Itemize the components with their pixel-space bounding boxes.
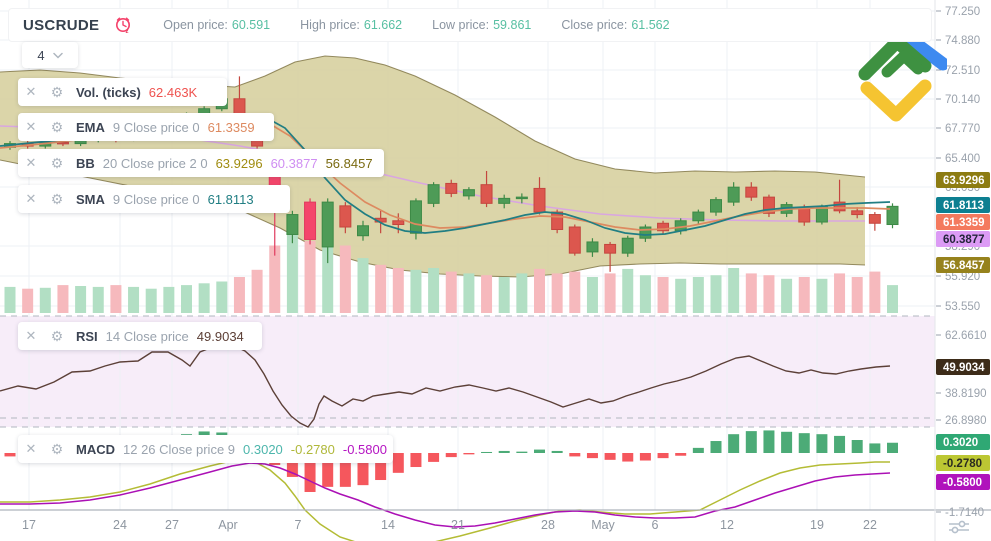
bb-middle-value: 60.3877 (270, 155, 318, 171)
svg-text:70.140: 70.140 (945, 94, 980, 106)
macd-value: 0.3020 (243, 441, 283, 457)
svg-text:77.250: 77.250 (945, 6, 980, 18)
svg-text:22: 22 (863, 518, 877, 532)
close-icon[interactable]: ✕ (25, 328, 37, 343)
gear-icon[interactable]: ⚙ (50, 440, 64, 457)
rsi-panel (0, 315, 935, 428)
instrument-symbol: USCRUDE (23, 16, 100, 34)
indicator-params: 9 Close price 0 (112, 119, 200, 135)
svg-text:6: 6 (652, 518, 659, 532)
svg-text:May: May (591, 518, 615, 532)
broker-logo (855, 28, 950, 133)
svg-text:53.550: 53.550 (945, 301, 980, 313)
low-price: Low price: 59.861 (432, 18, 532, 32)
svg-text:49.9034: 49.9034 (943, 362, 985, 374)
legend-volume: ✕ ⚙ Vol. (ticks) 62.463K (18, 78, 227, 106)
candles (4, 76, 899, 272)
bb-upper-value: 63.9296 (215, 155, 263, 171)
rsi-line (0, 344, 891, 428)
svg-text:56.8457: 56.8457 (943, 260, 985, 272)
svg-text:-0.5800: -0.5800 (943, 477, 982, 489)
indicator-name: EMA (76, 119, 105, 135)
indicator-params: 20 Close price 2 0 (102, 155, 208, 171)
indicator-value: 61.3359 (207, 119, 255, 135)
indicator-name: RSI (76, 328, 98, 344)
instrument-header: USCRUDE z Open price: 60.591 High price: 6… (8, 8, 932, 42)
volume-bars (4, 221, 898, 313)
indicator-params: 12 26 Close price 9 (123, 441, 236, 457)
session-clock-icon[interactable]: z (113, 15, 133, 35)
close-price: Close price: 61.562 (561, 18, 670, 32)
svg-text:21: 21 (451, 518, 465, 532)
indicator-value: 49.9034 (196, 328, 244, 344)
high-price: High price: 61.662 (300, 18, 403, 32)
svg-text:-1.7140: -1.7140 (945, 507, 984, 519)
svg-text:17: 17 (22, 518, 36, 532)
legend-rsi: ✕ ⚙ RSI 14 Close price 49.9034 (18, 322, 262, 350)
svg-text:61.8113: 61.8113 (943, 200, 984, 212)
svg-text:19: 19 (810, 518, 824, 532)
price-badges: 63.9296 61.8113 61.3359 60.3877 56.8457 49.90… (936, 172, 990, 490)
macd-signal-line (0, 462, 891, 528)
svg-text:-0.2780: -0.2780 (943, 458, 982, 470)
svg-text:12: 12 (720, 518, 734, 532)
indicator-params: 14 Close price (105, 328, 189, 344)
close-icon[interactable]: ✕ (25, 191, 37, 206)
close-icon[interactable]: ✕ (25, 155, 37, 170)
svg-text:27: 27 (165, 518, 179, 532)
axis-settings-icon[interactable] (948, 520, 970, 539)
timeframe-selector[interactable]: 4 (22, 42, 78, 68)
close-icon[interactable]: ✕ (25, 84, 37, 99)
legend-macd: ✕ ⚙ MACD 12 26 Close price 9 0.3020 -0.2… (18, 435, 393, 463)
svg-text:38.8190: 38.8190 (945, 388, 987, 400)
macd-signal-value: -0.2780 (290, 441, 335, 457)
indicator-name: BB (76, 155, 95, 171)
svg-text:67.770: 67.770 (945, 123, 980, 135)
macd-line (0, 459, 890, 541)
legend-bb: ✕ ⚙ BB 20 Close price 2 0 63.9296 60.387… (18, 149, 384, 177)
indicator-value: 62.463K (148, 84, 198, 100)
indicator-params: 9 Close price 0 (112, 191, 200, 207)
svg-text:61.3359: 61.3359 (943, 217, 985, 229)
gear-icon[interactable]: ⚙ (50, 154, 64, 171)
close-icon[interactable]: ✕ (25, 119, 37, 134)
gear-icon[interactable]: ⚙ (50, 118, 64, 135)
svg-text:28: 28 (541, 518, 555, 532)
svg-text:14: 14 (381, 518, 395, 532)
svg-text:z: z (126, 29, 129, 35)
gear-icon[interactable]: ⚙ (50, 83, 64, 100)
svg-text:74.880: 74.880 (945, 35, 980, 47)
svg-text:26.8980: 26.8980 (945, 415, 987, 427)
legend-sma: ✕ ⚙ SMA 9 Close price 0 61.8113 (18, 185, 290, 213)
timeframe-value: 4 (37, 47, 45, 63)
svg-text:24: 24 (113, 518, 127, 532)
svg-text:0.3020: 0.3020 (943, 437, 978, 449)
gear-icon[interactable]: ⚙ (50, 190, 64, 207)
legend-ema: ✕ ⚙ EMA 9 Close price 0 61.3359 (18, 113, 274, 141)
indicator-name: MACD (76, 441, 115, 457)
open-price: Open price: 60.591 (163, 18, 271, 32)
svg-text:Apr: Apr (218, 518, 237, 532)
indicator-name: Vol. (ticks) (76, 84, 141, 100)
svg-text:55.920: 55.920 (945, 271, 980, 283)
svg-text:72.510: 72.510 (945, 65, 980, 77)
indicator-name: SMA (76, 191, 105, 207)
indicator-value: 61.8113 (207, 191, 254, 207)
bb-lower-value: 56.8457 (325, 155, 373, 171)
gear-icon[interactable]: ⚙ (50, 327, 64, 344)
chevron-down-icon (52, 52, 63, 59)
svg-text:62.6610: 62.6610 (945, 330, 987, 342)
date-axis: 17 24 27 Apr 7 14 21 28 May 6 12 19 22 (0, 509, 991, 532)
macd-hist-value: -0.5800 (342, 441, 387, 457)
svg-text:7: 7 (295, 518, 302, 532)
close-icon[interactable]: ✕ (25, 441, 37, 456)
svg-text:63.9296: 63.9296 (943, 175, 985, 187)
svg-text:65.400: 65.400 (945, 153, 980, 165)
svg-text:60.3877: 60.3877 (943, 234, 985, 246)
